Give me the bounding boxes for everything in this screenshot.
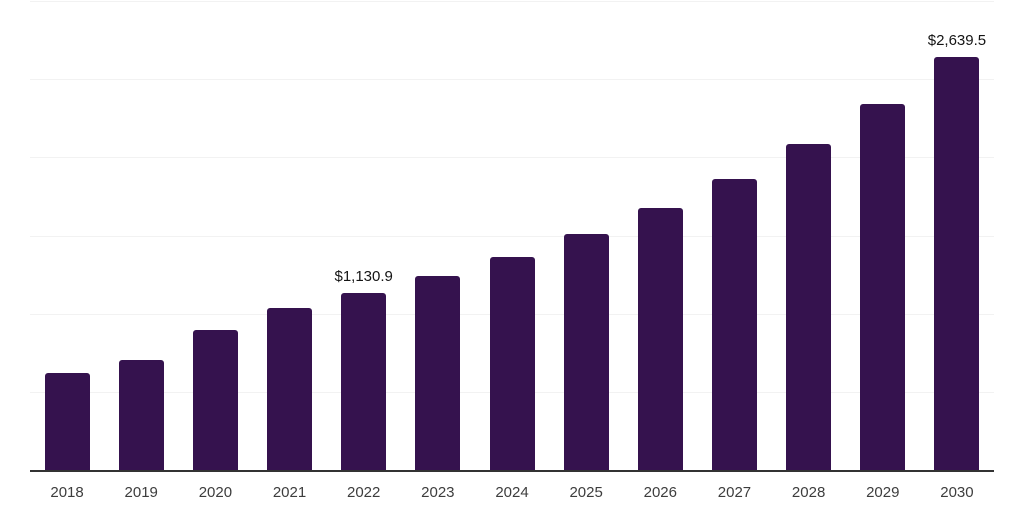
gridline <box>30 235 994 237</box>
x-axis-tick-label: 2021 <box>272 484 307 501</box>
x-axis-tick-label: 2018 <box>50 484 84 501</box>
bar-2030[interactable] <box>934 57 980 470</box>
gridline <box>30 157 994 159</box>
x-axis-tick-label: 2030 <box>940 484 974 501</box>
x-axis-tick-label: 2023 <box>421 484 455 501</box>
bar-2026[interactable] <box>637 208 683 470</box>
bar-2029[interactable] <box>860 104 906 470</box>
bar-2024[interactable] <box>489 257 535 470</box>
x-axis-tick-label: 2027 <box>717 484 752 501</box>
bar-2019[interactable] <box>118 360 164 470</box>
bar-2028[interactable] <box>786 143 832 470</box>
bar-2020[interactable] <box>192 330 238 470</box>
bar-2022[interactable] <box>341 293 387 470</box>
x-axis-tick-label: 2026 <box>643 484 677 501</box>
bar-2027[interactable] <box>711 178 757 470</box>
bar-2025[interactable] <box>563 234 609 470</box>
x-axis-labels: 2018 2019 2020 2021 2022 2023 2024 2025 2026 2027… <box>30 483 994 505</box>
x-axis-tick-label: 2020 <box>198 484 233 501</box>
x-axis-tick-label: 2024 <box>495 484 529 501</box>
bar-2018[interactable] <box>44 372 90 470</box>
x-axis-line <box>30 470 994 472</box>
x-axis-tick-label: 2022 <box>347 484 381 501</box>
x-axis-tick-label: 2025 <box>569 484 603 501</box>
x-axis-tick-label: 2019 <box>124 484 158 501</box>
x-axis-tick-label: 2028 <box>791 484 826 501</box>
bar-value-label: $2,639.5 <box>927 32 987 50</box>
gridline <box>30 79 994 81</box>
bar-2023[interactable] <box>415 276 461 470</box>
bar-2021[interactable] <box>267 307 313 470</box>
plot-area: $1,130.9 $2,639.5 <box>30 1 994 472</box>
gridline <box>30 1 994 2</box>
bar-value-label: $1,130.9 <box>334 268 393 286</box>
x-axis-tick-label: 2029 <box>866 484 900 501</box>
